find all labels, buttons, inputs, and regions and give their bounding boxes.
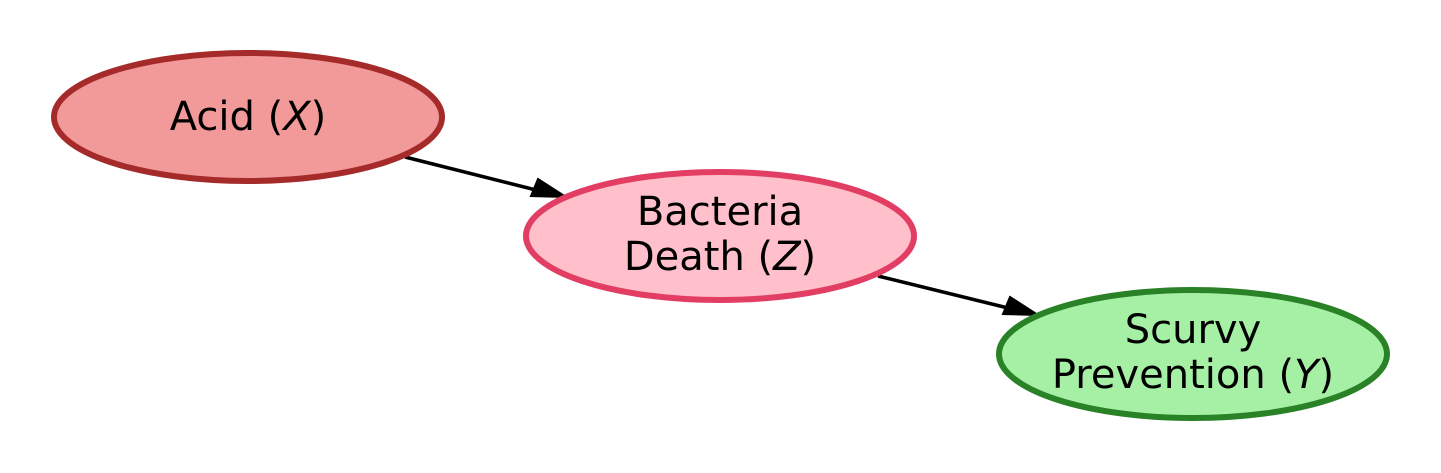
node-bacteria-death-label-line2: Death (Z) [624,234,816,280]
node-bacteria-death-shape [523,169,917,303]
edge-acid-to-bacteria [404,155,570,199]
node-bacteria-death-label-line1: Bacteria [637,189,803,235]
node-scurvy-prevention-label-line1: Scurvy [1125,307,1262,353]
edge-bacteria-to-scurvy [877,274,1042,317]
node-scurvy-prevention: Scurvy Prevention (Y) [996,287,1390,421]
node-scurvy-prevention-shape [996,287,1390,421]
node-scurvy-prevention-label-line2: Prevention (Y) [1052,352,1334,398]
node-acid-shape [51,50,445,184]
node-acid-label: Acid (X) [170,94,327,140]
node-bacteria-death: Bacteria Death (Z) [523,169,917,303]
node-acid: Acid (X) [51,50,445,184]
